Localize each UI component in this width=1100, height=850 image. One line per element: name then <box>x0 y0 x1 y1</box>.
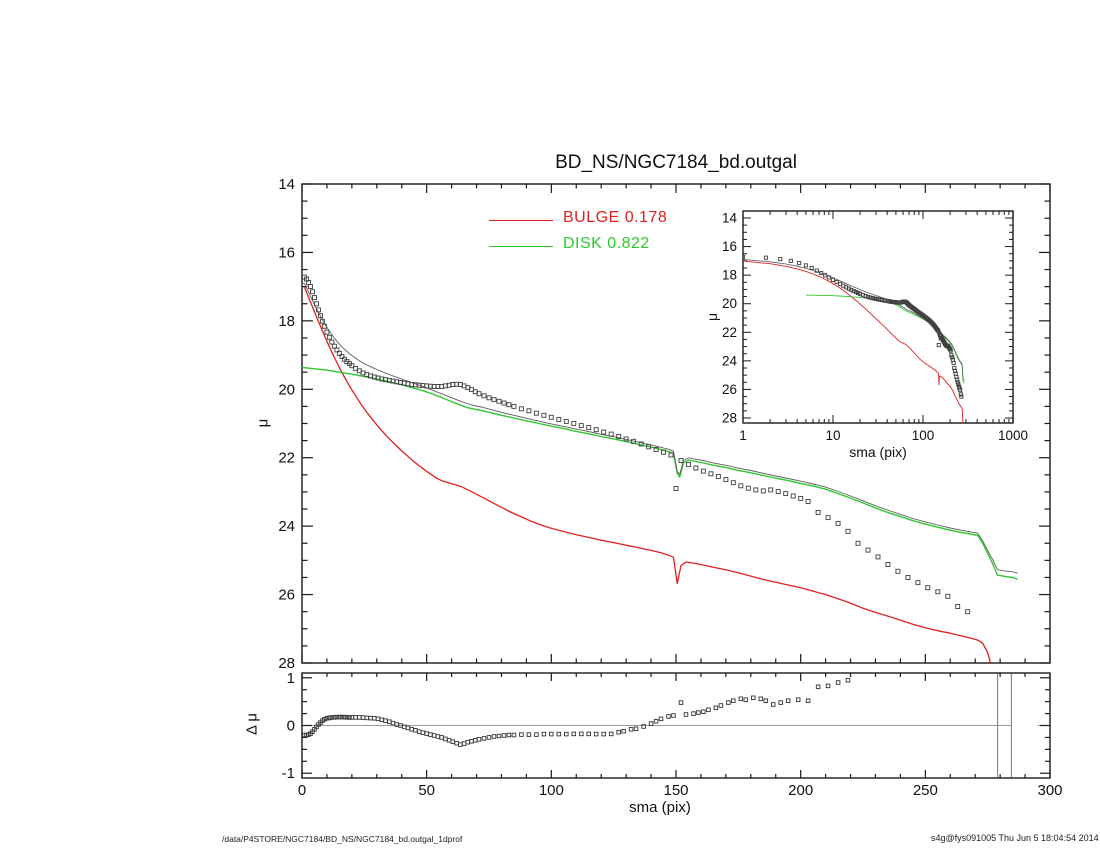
inset-y-tick-label: 14 <box>722 211 738 226</box>
bulge-line <box>303 287 992 663</box>
inset-x-axis-title: sma (pix) <box>849 444 907 460</box>
bulge-legend-label: BULGE 0.178 <box>563 209 668 226</box>
residual-x-axis-title: sma (pix) <box>629 799 691 816</box>
total-model-line <box>302 282 1018 574</box>
residual-x-tick-label: 100 <box>539 782 564 799</box>
inset-model-line <box>743 259 965 381</box>
inset-x-tick-label: 1 <box>739 428 747 443</box>
user-timestamp: s4g@fys091005 Thu Jun 5 18:04:54 2014 <box>931 833 1099 843</box>
residual-y-axis-title: Δ μ <box>243 712 261 736</box>
main-panel: 14 16 18 20 22 24 26 28 <box>278 176 1051 672</box>
inset-observed-points <box>743 254 964 399</box>
inset-bulge-line <box>743 260 964 423</box>
inset-x-tick-label: 100 <box>912 428 935 443</box>
residual-y-tick-label: 0 <box>287 718 295 735</box>
disk-line <box>302 366 1018 580</box>
bulge-legend-line <box>489 220 553 221</box>
inset-y-tick-label: 20 <box>722 296 737 311</box>
plot-title: BD_NS/NGC7184_bd.outgal <box>555 152 797 173</box>
disk-legend-label: DISK 0.822 <box>563 235 650 252</box>
main-y-tick-label: 16 <box>278 244 295 261</box>
observed-points <box>302 274 971 615</box>
residual-x-tick-label: 300 <box>1037 782 1062 799</box>
residual-x-tick-label: 50 <box>418 782 435 799</box>
output-file-path: /data/P4STORE/NGC7184/BD_NS/NGC7184_bd.o… <box>222 834 463 844</box>
residual-panel: 10-10 50 100 150 200 250 300 <box>282 670 1063 799</box>
residual-y-tick-label: -1 <box>282 765 295 782</box>
main-y-tick-label: 20 <box>278 381 295 398</box>
inset-y-tick-label: 28 <box>722 411 737 426</box>
main-y-tick-label: 18 <box>278 313 295 330</box>
residual-y-tick-label: 1 <box>287 670 295 687</box>
residual-x-tick-label: 250 <box>913 782 938 799</box>
disk-legend-line <box>489 246 553 247</box>
inset-y-tick-label: 26 <box>722 382 737 397</box>
residual-x-tick-label: 150 <box>663 782 688 799</box>
inset-y-tick-label: 18 <box>722 268 737 283</box>
main-y-tick-label: 24 <box>278 518 295 535</box>
main-y-tick-label: 26 <box>278 587 295 604</box>
residual-x-tick-label: 0 <box>298 782 306 799</box>
inset-y-axis-title: μ <box>704 312 720 322</box>
residual-points <box>302 677 851 747</box>
inset-y-tick-label: 24 <box>722 353 738 368</box>
main-y-tick-label: 22 <box>278 450 295 467</box>
inset-y-tick-label: 22 <box>722 325 737 340</box>
main-y-axis-title: μ <box>254 418 272 428</box>
inset-y-tick-label: 16 <box>722 239 737 254</box>
inset-x-tick-label: 10 <box>825 428 840 443</box>
inset-x-tick-label: 1000 <box>998 428 1028 443</box>
residual-x-tick-label: 200 <box>788 782 813 799</box>
main-y-tick-label: 28 <box>278 655 295 672</box>
inset-panel: 14 16 18 20 22 24 26 281 10 100 1000 <box>722 210 1028 443</box>
main-y-tick-label: 14 <box>278 176 295 193</box>
